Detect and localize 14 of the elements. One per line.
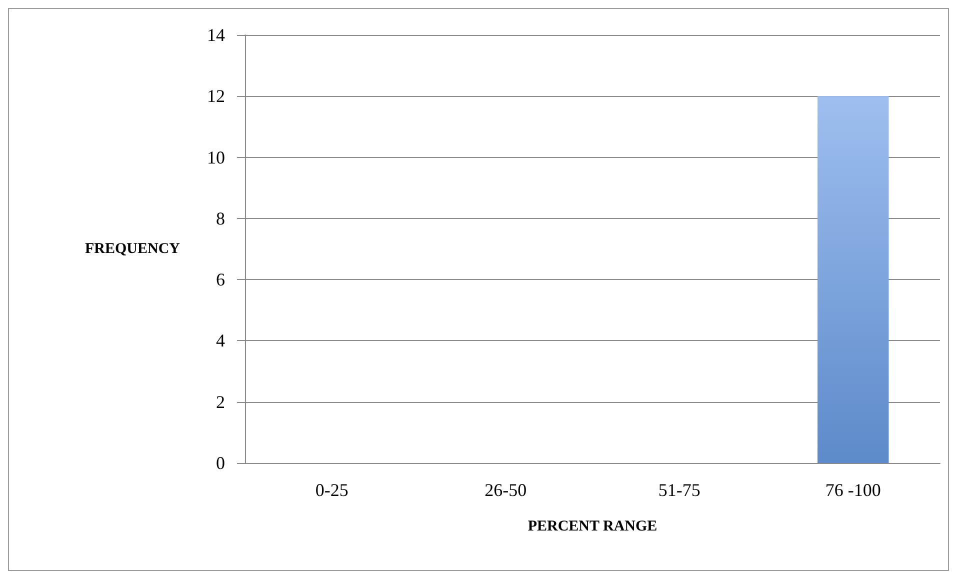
y-tick-label: 0 xyxy=(216,453,225,473)
x-axis-title: PERCENT RANGE xyxy=(528,518,658,534)
y-tick-label: 10 xyxy=(207,147,225,168)
y-tick-label: 6 xyxy=(216,270,225,290)
y-tick-label: 12 xyxy=(207,86,225,106)
x-tick-label: 0-25 xyxy=(315,480,348,500)
y-tick-label: 14 xyxy=(207,25,225,45)
y-tick-label: 8 xyxy=(216,208,225,228)
y-tick-label: 4 xyxy=(216,330,225,351)
y-tick-label: 2 xyxy=(216,392,225,412)
x-tick-label: 76 -100 xyxy=(825,480,881,500)
x-tick-label: 51-75 xyxy=(658,480,700,500)
y-axis-title: FREQUENCY xyxy=(84,241,180,257)
x-tick-label: 26-50 xyxy=(484,480,527,500)
